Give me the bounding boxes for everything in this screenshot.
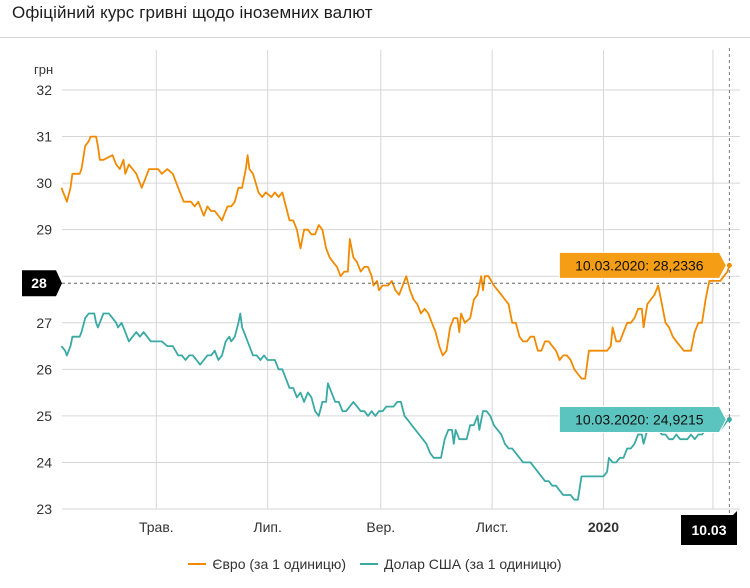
tooltip-bg — [558, 406, 727, 434]
y-tick-label: 24 — [36, 454, 52, 470]
y-tick-label: 30 — [36, 175, 52, 191]
crosshair-x-label-bg — [681, 511, 737, 545]
chart-legend: Євро (за 1 одиницю) Долар США (за 1 одини… — [0, 556, 750, 572]
x-tick-label: Лип. — [253, 519, 281, 535]
y-tick-label: 31 — [36, 129, 52, 145]
series-end-marker — [726, 262, 732, 268]
legend-item-usd[interactable]: Долар США (за 1 одиницю) — [360, 556, 562, 572]
tooltip-bg — [558, 251, 727, 279]
x-tick-label: 2020 — [588, 519, 619, 535]
x-tick-label: Лист. — [476, 519, 509, 535]
legend-label: Долар США (за 1 одиницю) — [384, 556, 562, 572]
usd-tooltip: 10.03.2020: 24,9215 — [558, 406, 727, 434]
tooltip-text: 10.03.2020: 24,9215 — [575, 412, 704, 428]
crosshair-y-label-bg — [22, 270, 62, 297]
title-divider — [0, 37, 750, 38]
x-tick-label: Трав. — [139, 519, 174, 535]
euro-series-line[interactable] — [60, 135, 731, 380]
y-tick-label: 29 — [36, 222, 52, 238]
series-end-marker — [726, 417, 732, 423]
crosshair-x-label-text: 10.03 — [691, 522, 726, 538]
legend-swatch — [188, 563, 207, 565]
x-tick-label: Вер. — [366, 519, 395, 535]
legend-swatch — [360, 563, 379, 565]
y-axis-unit-label: грн — [34, 62, 53, 77]
usd-series-line[interactable] — [60, 312, 730, 501]
euro-tooltip: 10.03.2020: 28,2336 — [558, 251, 727, 279]
page-title: Офіційний курс гривні щодо іноземних вал… — [12, 3, 373, 22]
crosshair-y-label: 28 — [22, 270, 62, 297]
tooltip-text: 10.03.2020: 28,2336 — [575, 257, 704, 273]
crosshair-x-label: 10.03 — [681, 511, 737, 545]
legend-label: Євро (за 1 одиницю) — [212, 556, 347, 572]
y-tick-label: 27 — [36, 315, 52, 331]
y-tick-label: 32 — [36, 82, 52, 98]
y-tick-label: 25 — [36, 408, 52, 424]
legend-item-euro[interactable]: Євро (за 1 одиницю) — [188, 556, 346, 572]
y-tick-label: 23 — [36, 501, 52, 517]
crosshair-y-label-text: 28 — [31, 275, 47, 291]
y-tick-label: 26 — [36, 361, 52, 377]
